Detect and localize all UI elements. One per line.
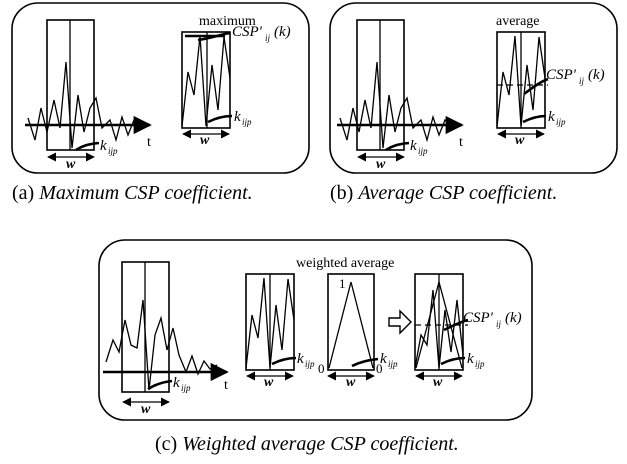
- k-ijp-label: k: [380, 351, 387, 367]
- window-width-label: w: [346, 375, 356, 390]
- caption-b-text: Average CSP coefficient.: [356, 182, 557, 204]
- window-width-label: w: [141, 402, 151, 417]
- csp-argument: (k): [274, 24, 291, 40]
- panel-a-frame: [11, 2, 310, 174]
- caption-c-text: Weighted average CSP coefficient.: [182, 433, 459, 455]
- weight-peak-label: 1: [339, 276, 346, 291]
- window-width-label: w: [264, 375, 274, 390]
- csp-subscript: ij: [496, 319, 502, 329]
- method-label: average: [496, 14, 540, 29]
- k-ijp-label: k: [548, 109, 555, 125]
- signal-plot-c: [103, 261, 229, 407]
- k-ijp-label: k: [410, 138, 417, 154]
- k-ijp-subscript: ijp: [305, 359, 315, 369]
- triangle-weight-plot: [327, 273, 379, 381]
- window-width-label: w: [66, 157, 76, 172]
- k-ijp-subscript: ijp: [242, 117, 252, 127]
- window-width-label: w: [200, 133, 210, 148]
- windowed-csp-plot: [245, 273, 297, 381]
- caption-a-prefix: (a): [12, 182, 39, 204]
- csp-argument: (k): [505, 310, 522, 326]
- k-ijp-label: k: [234, 109, 241, 125]
- weight-zero-right-label: 0: [376, 361, 383, 376]
- csp-argument: (k): [588, 67, 605, 83]
- csp-label: CSP': [546, 67, 577, 83]
- weighted-average-plot: [414, 273, 469, 381]
- panel-b-frame: [329, 2, 618, 174]
- caption-b-prefix: (b): [330, 182, 358, 204]
- result-arrow-icon: [388, 309, 412, 335]
- panel-c-frame: [98, 239, 533, 421]
- k-ijp-subscript: ijp: [181, 383, 191, 393]
- csp-subscript: ij: [265, 33, 271, 43]
- signal-plot-b: [337, 19, 464, 162]
- csp-subscript: ij: [579, 76, 585, 86]
- time-axis-label: t: [224, 378, 228, 393]
- time-axis-label: t: [147, 135, 151, 150]
- k-ijp-label: k: [173, 375, 180, 391]
- csp-label: CSP': [463, 310, 494, 326]
- method-label: weighted average: [296, 256, 394, 271]
- signal-plot-a: [25, 19, 152, 162]
- k-ijp-label: k: [100, 138, 107, 154]
- caption-b: (b) Average CSP coefficient.: [330, 182, 557, 204]
- k-ijp-subscript: ijp: [556, 117, 566, 127]
- caption-a: (a) Maximum CSP coefficient.: [12, 182, 253, 204]
- k-ijp-subscript: ijp: [418, 146, 428, 156]
- window-width-label: w: [376, 157, 386, 172]
- k-ijp-subscript: ijp: [108, 146, 118, 156]
- weight-zero-left-label: 0: [318, 361, 325, 376]
- panel-a: w k ijp t maximum CSP' ij (k) w k ijp: [11, 2, 310, 174]
- time-axis-label: t: [459, 135, 463, 150]
- window-width-label: w: [515, 133, 525, 148]
- k-ijp-label: k: [297, 351, 304, 367]
- panel-b: w k ijp t average CSP' ij (k) w k ijp: [329, 2, 618, 174]
- k-ijp-subscript: ijp: [475, 359, 485, 369]
- k-ijp-subscript: ijp: [388, 359, 398, 369]
- k-ijp-label: k: [467, 351, 474, 367]
- window-width-label: w: [433, 375, 443, 390]
- caption-c: (c) Weighted average CSP coefficient.: [155, 433, 459, 455]
- caption-c-prefix: (c): [155, 433, 182, 455]
- csp-label: CSP': [232, 24, 263, 40]
- caption-a-text: Maximum CSP coefficient.: [38, 182, 252, 204]
- method-label: maximum: [199, 14, 256, 29]
- panel-c: w k ijp t weighted average w k ijp 1 0 0…: [98, 239, 533, 421]
- average-window-plot: [496, 31, 549, 139]
- maximum-window-plot: [181, 31, 233, 139]
